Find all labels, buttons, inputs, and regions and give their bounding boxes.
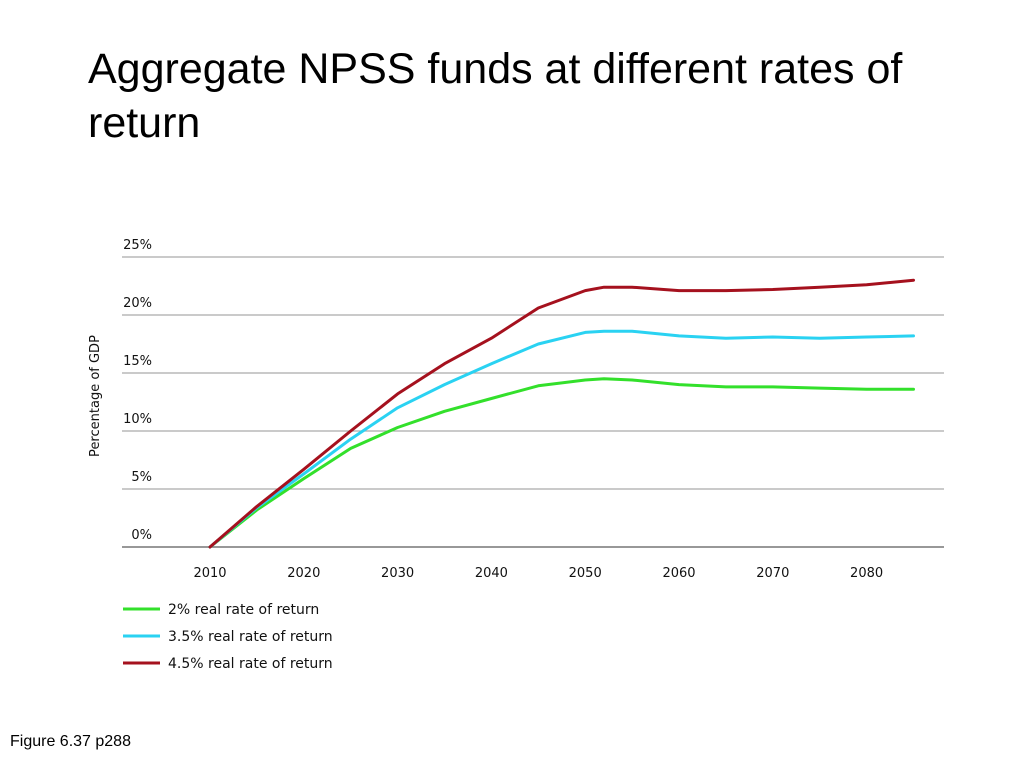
y-axis-label: Percentage of GDP [88,335,103,457]
series-line-2 [208,329,915,549]
x-tick-label: 2070 [756,566,789,581]
x-tick-label: 2060 [662,566,695,581]
x-tick-label: 2020 [287,566,320,581]
gridlines [122,256,944,548]
legend-label: 2% real rate of return [168,602,319,618]
y-tick-label: 20% [123,296,152,311]
x-tick-label: 2040 [475,566,508,581]
y-tick-label: 5% [131,470,152,485]
y-tick-label: 25% [123,238,152,253]
y-tick-label: 10% [123,412,152,427]
slide-title: Aggregate NPSS funds at different rates … [88,45,903,147]
y-tick-label: 0% [131,528,152,543]
y-axis-ticks: 0% 5% 10% 15% 20% 25% [123,238,152,543]
x-tick-label: 2010 [193,566,226,581]
series-line-3 [208,278,915,549]
figure-caption: Figure 6.37 p288 [10,733,131,750]
legend-label: 3.5% real rate of return [168,629,333,645]
x-axis-ticks: 2010 2020 2030 2040 2050 2060 2070 2080 [193,566,883,581]
x-tick-label: 2050 [569,566,602,581]
series-line-1 [208,377,915,549]
x-tick-label: 2030 [381,566,414,581]
series-lines [208,278,915,549]
legend-label: 4.5% real rate of return [168,656,333,672]
y-tick-label: 15% [123,354,152,369]
x-tick-label: 2080 [850,566,883,581]
legend: 2% real rate of return 3.5% real rate of … [123,602,333,672]
